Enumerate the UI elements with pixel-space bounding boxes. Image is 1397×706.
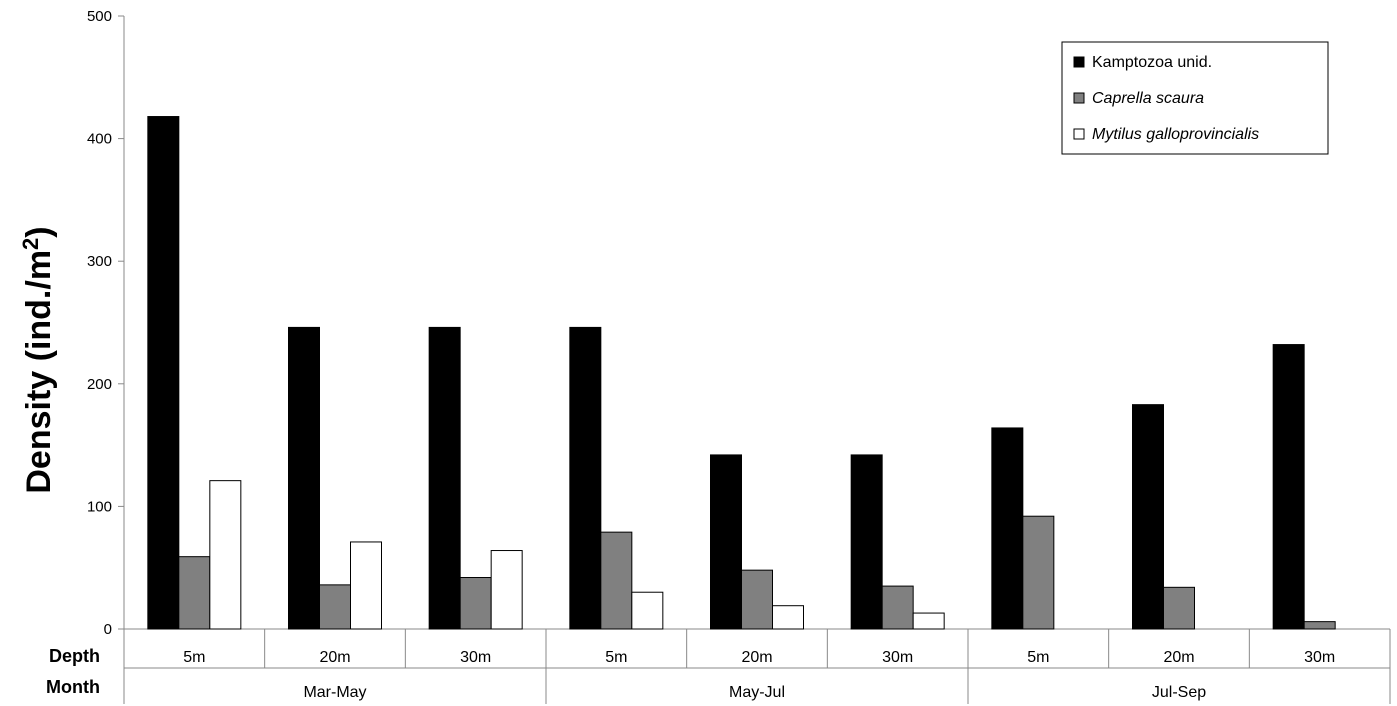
depth-label: 20m: [741, 649, 772, 666]
bar-series-3: [631, 591, 664, 630]
legend: Kamptozoa unid. Caprella scaura Mytilus ga…: [1061, 41, 1329, 155]
bar-series-2: [319, 584, 351, 630]
bar-series-1: [1272, 344, 1305, 630]
depth-label: 30m: [882, 649, 913, 666]
depth-label: 5m: [605, 649, 627, 666]
y-axis-label-main: Density (ind./m: [20, 250, 58, 494]
legend-entry-label: Caprella scaura: [1092, 90, 1204, 107]
row-label-month: Month: [46, 677, 100, 697]
y-tick-label: 500: [87, 8, 112, 25]
bar-series-2: [459, 577, 492, 630]
row-label-depth: Depth: [49, 646, 100, 666]
legend-box: [1061, 41, 1329, 155]
month-label: Mar-May: [303, 684, 366, 701]
bar-series-1: [1132, 404, 1164, 630]
depth-label: 5m: [183, 649, 205, 666]
y-tick-label: 400: [87, 131, 112, 148]
bar-series-3: [912, 612, 945, 630]
y-axis-label: Density (ind./m2): [18, 226, 58, 493]
month-label: May-Jul: [729, 684, 785, 701]
legend-swatch: [1073, 128, 1085, 140]
bar-series-2: [1303, 621, 1336, 630]
bar-series-2: [741, 569, 773, 630]
labels: 0 100 200 300 400 500 Mar-May May-Jul Jul-Sep 5m 2…: [46, 8, 1335, 701]
bar-series-1: [428, 326, 461, 630]
bar-series-3: [772, 605, 804, 630]
bar-series-2: [1163, 586, 1195, 630]
bar-series-1: [991, 427, 1024, 630]
depth-label: 5m: [1027, 649, 1049, 666]
legend-entry-label: Kamptozoa unid.: [1092, 54, 1212, 71]
legend-swatch: [1073, 56, 1085, 68]
bar-series-3: [350, 541, 382, 630]
bar-series-2: [178, 556, 211, 630]
y-tick-label: 300: [87, 253, 112, 270]
month-label: Jul-Sep: [1152, 684, 1206, 701]
bar-series-1: [147, 116, 180, 630]
bar-series-2: [1022, 515, 1055, 630]
bar-series-2: [881, 585, 914, 630]
y-axis-label-superscript: 2: [18, 238, 43, 250]
bar-series-1: [569, 326, 602, 630]
bar-series-1: [710, 454, 742, 630]
depth-label: 20m: [1163, 649, 1194, 666]
depth-label: 30m: [460, 649, 491, 666]
y-tick-label: 200: [87, 376, 112, 393]
depth-label: 20m: [319, 649, 350, 666]
bar-series-1: [288, 326, 320, 630]
legend-entry-label: Mytilus galloprovincialis: [1092, 126, 1259, 143]
depth-label: 30m: [1304, 649, 1335, 666]
y-axis-label-suffix: ): [20, 226, 58, 237]
bar-series-3: [209, 480, 242, 630]
bars: [147, 116, 1336, 630]
bar-series-3: [490, 550, 523, 630]
bar-series-2: [600, 531, 633, 630]
y-tick-label: 100: [87, 498, 112, 515]
bar-series-1: [850, 454, 883, 630]
y-tick-label: 0: [104, 621, 112, 638]
legend-swatch: [1073, 92, 1085, 104]
